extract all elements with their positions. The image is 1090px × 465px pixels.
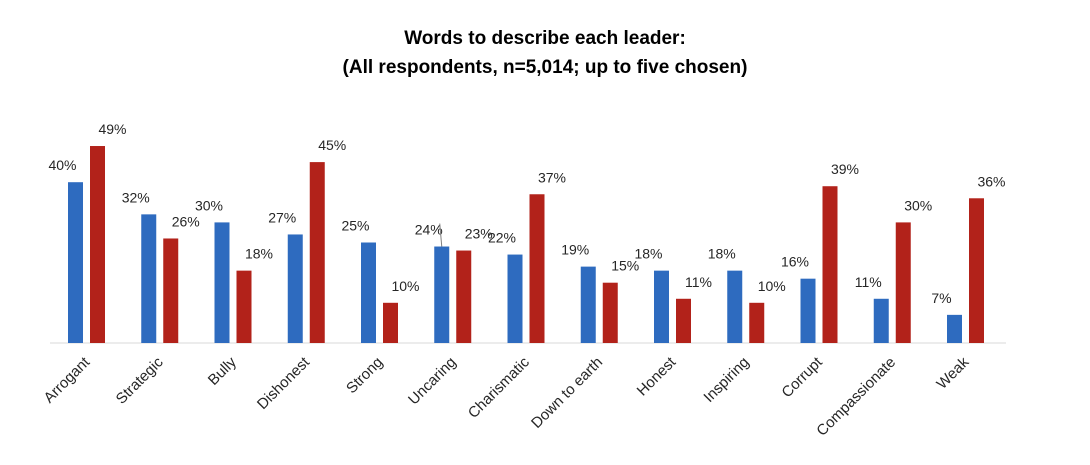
category-tick-label: Charismatic — [465, 353, 533, 421]
category-tick-label: Dishonest — [254, 353, 314, 413]
data-label-series2: 23% — [465, 226, 493, 242]
bar-series1-arrogant — [68, 182, 83, 343]
bar-series2-weak — [969, 198, 984, 343]
data-label-series2: 10% — [758, 278, 786, 294]
data-label-series1: 18% — [634, 246, 662, 262]
bar-series1-strategic — [141, 214, 157, 343]
bar-series1-compassionate — [873, 298, 889, 343]
category-tick-label: Strong — [343, 354, 386, 397]
bar-series2-dishonest — [309, 162, 325, 343]
bar-series1-inspiring — [727, 270, 743, 343]
data-label-series1: 11% — [855, 274, 882, 290]
bar-series1-honest — [654, 270, 669, 343]
data-label-series1: 16% — [781, 254, 809, 270]
data-label-series2: 10% — [391, 278, 419, 294]
data-label-series1: 40% — [48, 157, 76, 173]
data-label-series2: 37% — [538, 169, 566, 185]
category-tick-label: Honest — [634, 353, 680, 399]
bar-series1-charismatic — [507, 254, 523, 343]
bar-series2-honest — [676, 298, 691, 343]
bar-series2-strategic — [163, 238, 179, 343]
category-tick-label: Down to earth — [528, 354, 606, 432]
bar-series2-inspiring — [749, 302, 765, 343]
chart-title: Words to describe each leader: — [404, 28, 686, 49]
bar-series1-dishonest — [287, 234, 303, 343]
bar-series1-corrupt — [800, 278, 816, 343]
data-label-series2: 26% — [172, 213, 200, 229]
chart-title-block: Words to describe each leader: (All resp… — [0, 24, 1090, 82]
category-tick-label: Compassionate — [813, 354, 899, 440]
bar-series2-bully — [236, 270, 252, 343]
bar-series2-compassionate — [895, 222, 911, 343]
bar-series1-down-to-earth — [580, 266, 596, 343]
category-tick-label: Inspiring — [700, 354, 752, 406]
bar-series2-charismatic — [529, 194, 545, 343]
label-leader-line — [439, 223, 443, 247]
data-label-series1: 19% — [561, 242, 589, 258]
bar-series2-corrupt — [822, 186, 838, 343]
data-label-series1: 18% — [708, 246, 736, 262]
data-label-series2: 11% — [685, 274, 712, 290]
bar-series1-bully — [214, 222, 230, 343]
bar-series1-uncaring — [434, 246, 450, 343]
bar-series1-strong — [361, 242, 376, 343]
data-label-series2: 15% — [611, 258, 639, 274]
data-label-series2: 45% — [318, 137, 346, 153]
data-label-series2: 36% — [977, 173, 1005, 189]
bar-series2-down-to-earth — [602, 282, 618, 343]
data-label-series1: 24% — [415, 222, 443, 238]
data-label-series1: 30% — [195, 197, 223, 213]
data-label-series2: 39% — [831, 161, 859, 177]
data-label-series1: 27% — [268, 209, 296, 225]
bar-series2-strong — [383, 302, 398, 343]
category-tick-label: Bully — [205, 353, 240, 388]
data-label-series1: 32% — [122, 189, 150, 205]
data-label-series1: 7% — [931, 290, 951, 306]
data-label-series2: 49% — [98, 121, 126, 137]
category-tick-label: Arrogant — [41, 353, 94, 406]
bar-series1-weak — [947, 314, 962, 343]
category-tick-label: Weak — [933, 353, 972, 392]
data-label-series2: 18% — [245, 246, 273, 262]
data-label-series1: 25% — [341, 218, 369, 234]
category-tick-label: Strategic — [113, 353, 167, 407]
data-label-series2: 30% — [904, 197, 932, 213]
bar-series2-uncaring — [456, 250, 472, 343]
category-tick-label: Uncaring — [405, 354, 459, 408]
chart-subtitle: (All respondents, n=5,014; up to five ch… — [342, 57, 748, 78]
category-tick-label: Corrupt — [778, 353, 826, 401]
bar-series2-arrogant — [90, 146, 105, 343]
data-label-series1: 22% — [488, 230, 516, 246]
